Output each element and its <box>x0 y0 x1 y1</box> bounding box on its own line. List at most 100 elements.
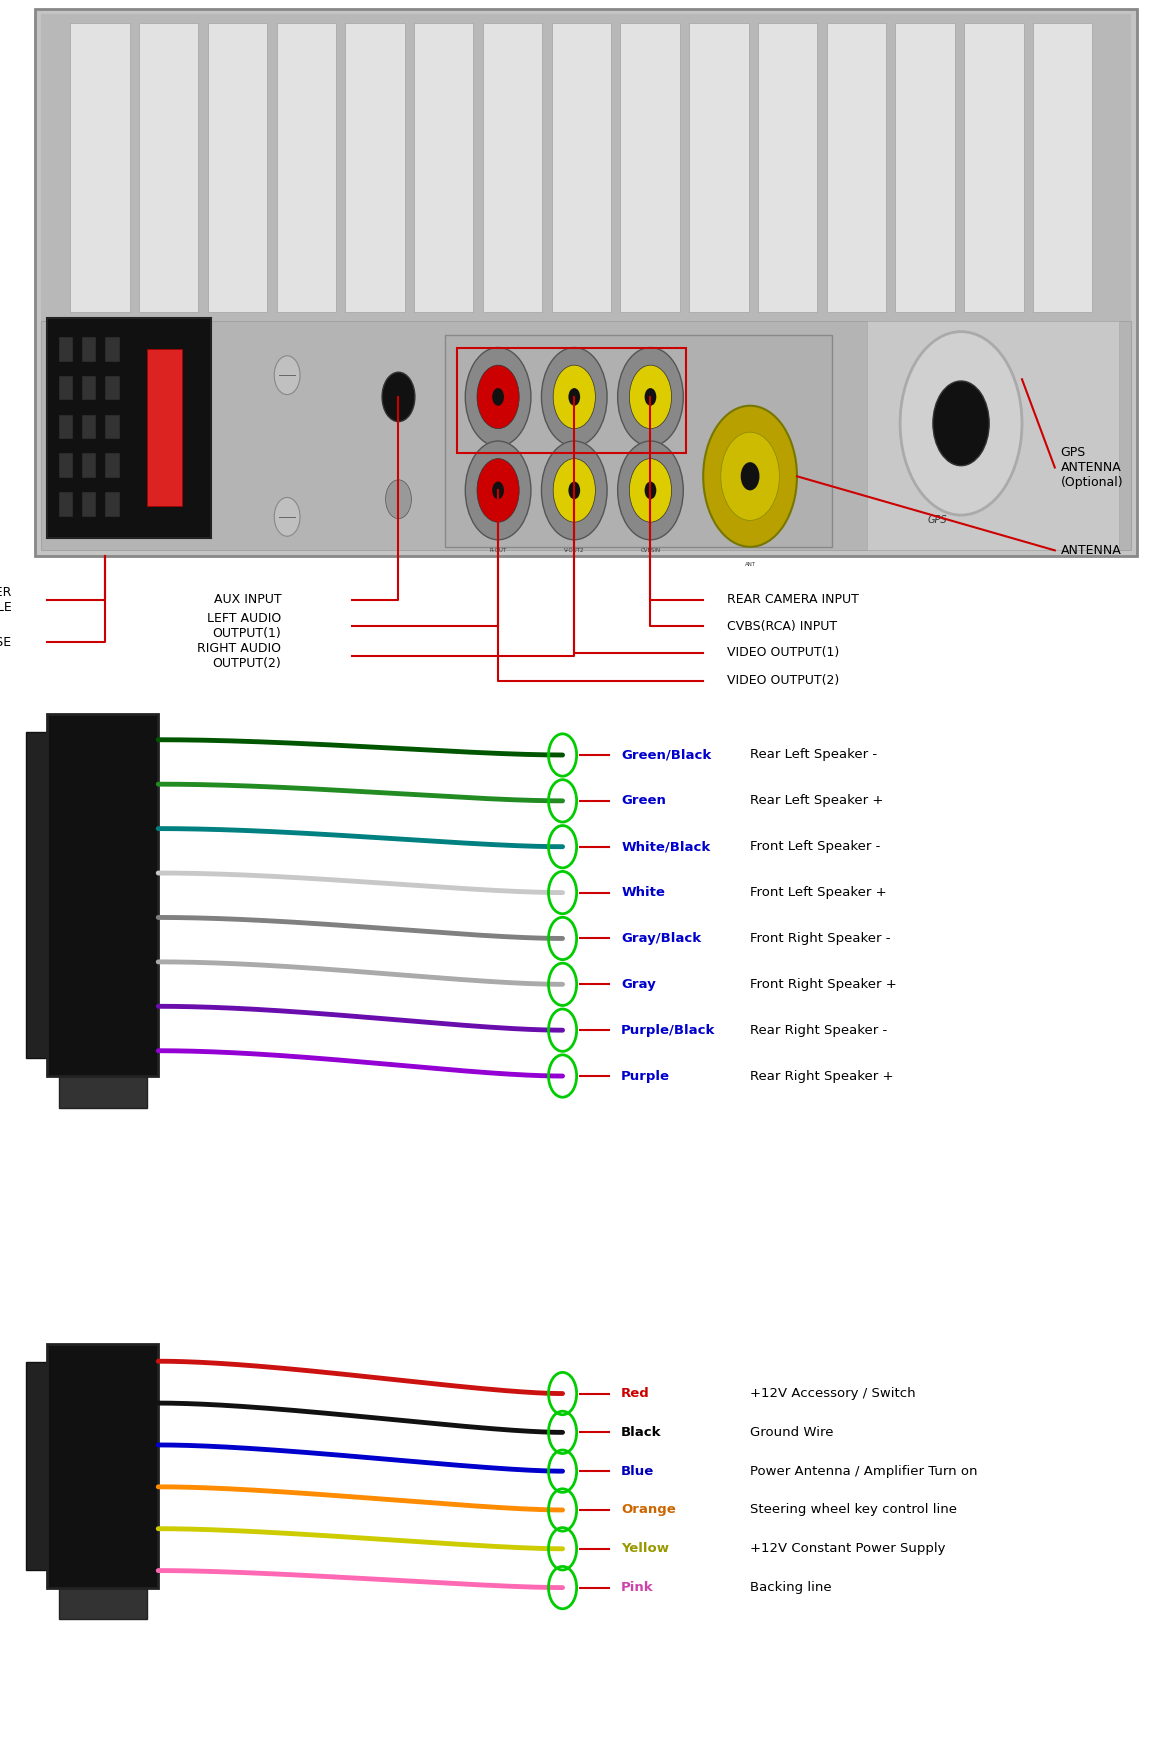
Bar <box>146 349 182 506</box>
Text: Gray/Black: Gray/Black <box>621 931 701 946</box>
Text: Ground Wire: Ground Wire <box>750 1425 833 1439</box>
Bar <box>414 23 473 312</box>
Text: GPS: GPS <box>928 515 947 526</box>
Bar <box>59 492 73 517</box>
Text: Front Right Speaker +: Front Right Speaker + <box>750 977 897 991</box>
Text: Purple: Purple <box>621 1069 670 1083</box>
Text: AUX INPUT: AUX INPUT <box>213 593 281 607</box>
Circle shape <box>900 332 1022 515</box>
Circle shape <box>618 348 683 446</box>
Text: Rear Right Speaker +: Rear Right Speaker + <box>750 1069 893 1083</box>
Text: +12V Constant Power Supply: +12V Constant Power Supply <box>750 1542 946 1556</box>
Circle shape <box>541 348 607 446</box>
Text: Rear Left Speaker +: Rear Left Speaker + <box>750 794 884 808</box>
Text: POWER
CABLE: POWER CABLE <box>0 586 12 614</box>
Bar <box>965 23 1023 312</box>
Circle shape <box>465 348 531 446</box>
Bar <box>59 376 73 400</box>
Bar <box>26 1362 48 1570</box>
Bar <box>47 1344 158 1588</box>
Bar <box>445 335 832 547</box>
Bar <box>41 14 1131 321</box>
Circle shape <box>477 459 519 522</box>
Bar <box>47 714 158 1076</box>
Bar <box>895 23 955 312</box>
Bar <box>59 1074 146 1108</box>
Text: REAR CAMERA INPUT: REAR CAMERA INPUT <box>727 593 859 607</box>
Bar <box>552 23 611 312</box>
Circle shape <box>274 497 300 536</box>
Bar <box>758 23 817 312</box>
Text: VIDEO OUTPUT(2): VIDEO OUTPUT(2) <box>727 674 839 688</box>
Bar <box>1033 23 1092 312</box>
Bar <box>59 415 73 439</box>
Text: +12V Accessory / Switch: +12V Accessory / Switch <box>750 1387 915 1401</box>
Circle shape <box>492 388 504 406</box>
Text: ANTENNA: ANTENNA <box>1061 543 1122 557</box>
Text: VIDEO OUTPUT(1): VIDEO OUTPUT(1) <box>727 646 839 660</box>
Text: Rear Right Speaker -: Rear Right Speaker - <box>750 1023 887 1037</box>
Text: Front Left Speaker +: Front Left Speaker + <box>750 886 887 900</box>
Text: Orange: Orange <box>621 1503 676 1517</box>
Bar <box>59 453 73 478</box>
Circle shape <box>568 482 580 499</box>
Text: Backing line: Backing line <box>750 1581 832 1595</box>
Text: Power Antenna / Amplifier Turn on: Power Antenna / Amplifier Turn on <box>750 1464 977 1478</box>
Bar <box>620 23 680 312</box>
Text: ANT: ANT <box>744 563 756 566</box>
Bar <box>346 23 404 312</box>
Text: Purple/Black: Purple/Black <box>621 1023 716 1037</box>
Circle shape <box>741 462 759 490</box>
Circle shape <box>629 459 672 522</box>
Circle shape <box>541 441 607 540</box>
Circle shape <box>553 365 595 429</box>
Text: RIGHT AUDIO
OUTPUT(2): RIGHT AUDIO OUTPUT(2) <box>197 642 281 670</box>
Text: Pink: Pink <box>621 1581 654 1595</box>
Circle shape <box>274 356 300 395</box>
Bar <box>70 23 130 312</box>
Bar <box>207 23 267 312</box>
Bar <box>483 23 543 312</box>
Bar <box>82 453 96 478</box>
Bar <box>26 732 48 1058</box>
Circle shape <box>645 482 656 499</box>
Bar <box>35 9 1137 556</box>
Circle shape <box>933 381 989 466</box>
Bar <box>59 1586 146 1619</box>
Circle shape <box>492 482 504 499</box>
Bar <box>105 337 120 362</box>
Text: CVBS(RCA) INPUT: CVBS(RCA) INPUT <box>727 619 837 633</box>
Circle shape <box>553 459 595 522</box>
Text: Gray: Gray <box>621 977 656 991</box>
Circle shape <box>645 388 656 406</box>
Circle shape <box>382 372 415 422</box>
Text: White: White <box>621 886 665 900</box>
Bar <box>457 348 686 453</box>
Bar <box>105 415 120 439</box>
Circle shape <box>386 480 411 519</box>
Bar <box>82 337 96 362</box>
Text: Green: Green <box>621 794 666 808</box>
Text: Rear Left Speaker -: Rear Left Speaker - <box>750 748 877 762</box>
Bar <box>105 376 120 400</box>
Bar <box>82 376 96 400</box>
Text: Steering wheel key control line: Steering wheel key control line <box>750 1503 958 1517</box>
Bar <box>867 321 1119 550</box>
Bar <box>105 492 120 517</box>
Bar <box>139 23 198 312</box>
Circle shape <box>629 365 672 429</box>
Text: V-OUT2: V-OUT2 <box>564 549 585 552</box>
Text: Black: Black <box>621 1425 662 1439</box>
Bar <box>277 23 336 312</box>
Circle shape <box>703 406 797 547</box>
Bar <box>826 23 886 312</box>
Text: GPS
ANTENNA
(Optional): GPS ANTENNA (Optional) <box>1061 446 1123 489</box>
Circle shape <box>477 365 519 429</box>
Text: Blue: Blue <box>621 1464 654 1478</box>
Bar <box>59 337 73 362</box>
Text: LEFT AUDIO
OUTPUT(1): LEFT AUDIO OUTPUT(1) <box>207 612 281 640</box>
Bar <box>105 453 120 478</box>
Circle shape <box>465 441 531 540</box>
Bar <box>82 415 96 439</box>
Text: R-OUT: R-OUT <box>490 549 506 552</box>
